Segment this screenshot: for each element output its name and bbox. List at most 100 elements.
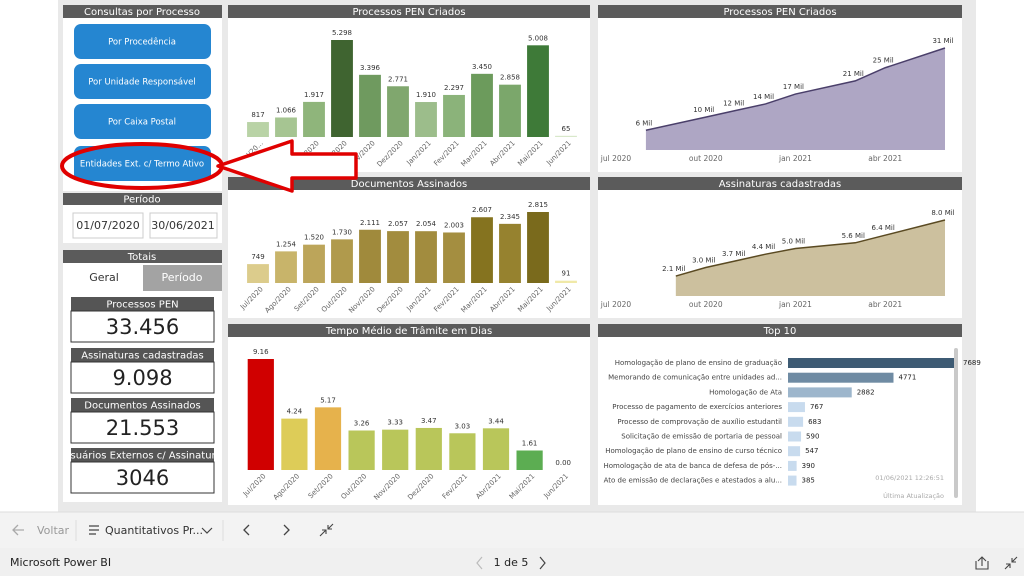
scrollbar[interactable] — [954, 348, 958, 498]
data-label: 3.44 — [488, 417, 504, 425]
category-label: Processo de pagamento de exercícios ante… — [612, 403, 782, 411]
app-name: Microsoft Power BI — [10, 556, 111, 569]
bar — [788, 460, 797, 471]
bar — [281, 418, 308, 470]
tab-label[interactable]: Geral — [89, 271, 119, 284]
panel-title: Período — [123, 194, 160, 206]
data-label: 1.61 — [522, 439, 538, 447]
data-label: 17 Mil — [783, 83, 804, 91]
bar — [788, 475, 797, 486]
bar — [449, 433, 476, 470]
timestamp-label: Última Atualização — [883, 491, 944, 500]
nav-button[interactable] — [74, 64, 211, 99]
page-menu[interactable]: Quantitativos Pr... — [105, 524, 203, 537]
panel-title: Consultas por Processo — [84, 7, 200, 18]
bar — [359, 74, 381, 137]
nav-button[interactable] — [74, 104, 211, 139]
panel-title-bar — [598, 324, 962, 337]
data-label: 767 — [810, 403, 823, 411]
bar — [359, 229, 381, 283]
x-tick-label: out 2020 — [689, 300, 723, 309]
data-label: 31 Mil — [932, 37, 953, 45]
prev-page[interactable] — [243, 524, 250, 536]
panel-title-bar — [598, 177, 962, 190]
data-label: 2.003 — [444, 221, 464, 229]
line — [675, 219, 946, 277]
data-label: 749 — [251, 253, 264, 261]
nav-button[interactable] — [74, 24, 211, 59]
next-page[interactable] — [539, 556, 546, 570]
x-tick-label: jan 2021 — [778, 154, 812, 163]
bar — [527, 212, 549, 283]
share-icon[interactable] — [975, 556, 989, 570]
bar — [247, 264, 269, 283]
panel-title-bar — [63, 5, 222, 18]
data-label: 9.16 — [253, 348, 269, 356]
panel-title-bar — [63, 193, 222, 205]
data-label: 5.0 Mil — [782, 238, 805, 246]
card-label: Processos PEN — [106, 300, 178, 311]
data-label: 2882 — [857, 388, 875, 396]
data-label: 683 — [808, 418, 821, 426]
date-input[interactable] — [149, 212, 218, 239]
data-label: 0.00 — [555, 459, 571, 467]
highlight-arrow — [216, 139, 358, 193]
back-button[interactable]: Voltar — [37, 524, 70, 537]
bar — [443, 232, 465, 283]
bar — [415, 231, 437, 283]
chart-title: Assinaturas cadastradas — [719, 179, 842, 190]
timestamp: 01/06/2021 12:26:51 — [875, 474, 944, 482]
data-label: 14 Mil — [753, 93, 774, 101]
nav-button-label[interactable]: Por Procedência — [108, 37, 176, 48]
pages-icon[interactable] — [89, 525, 99, 535]
back-icon[interactable] — [12, 524, 24, 536]
status-bar — [0, 548, 1024, 576]
bar — [303, 101, 325, 137]
data-label: 3.33 — [387, 419, 403, 427]
data-label: 385 — [802, 477, 815, 485]
card-label: Documentos Assinados — [84, 401, 201, 412]
card-value: 21.553 — [106, 416, 179, 440]
bar — [788, 358, 958, 368]
date-input[interactable] — [72, 212, 144, 239]
area-fill — [675, 220, 945, 296]
data-label: 6.4 Mil — [872, 224, 895, 232]
nav-button[interactable] — [74, 146, 211, 181]
nav-button-label[interactable]: Por Unidade Responsável — [88, 78, 196, 88]
data-label: 2.815 — [528, 201, 548, 209]
data-label: 65 — [562, 125, 571, 133]
nav-button-label[interactable]: Por Caixa Postal — [108, 118, 176, 128]
data-label: 4.4 Mil — [752, 243, 775, 251]
focus-icon[interactable] — [319, 523, 334, 537]
dropdown-icon[interactable] — [201, 527, 213, 534]
card-box — [70, 361, 215, 394]
bar — [788, 387, 852, 398]
bar — [387, 86, 409, 137]
data-label: 7689 — [963, 359, 981, 367]
category-label: Homologação de plano de ensino de curso … — [605, 447, 782, 455]
prev-page[interactable] — [476, 556, 483, 570]
data-label: 2.607 — [472, 206, 492, 214]
data-label: 3.396 — [360, 64, 381, 72]
data-label: 1.730 — [332, 228, 352, 236]
bar — [382, 429, 409, 470]
tab[interactable] — [143, 265, 222, 291]
category-label: Processo de comprovação de auxílio estud… — [617, 418, 782, 426]
bar — [247, 359, 274, 470]
bar — [482, 428, 510, 470]
nav-button-label[interactable]: Entidades Ext. c/ Termo Ativo — [80, 160, 204, 170]
tab-label[interactable]: Período — [161, 271, 202, 284]
bar — [516, 450, 543, 470]
card-value: 3046 — [116, 466, 169, 490]
date-end[interactable]: 30/06/2021 — [151, 219, 214, 232]
date-start[interactable]: 01/07/2020 — [76, 219, 139, 232]
fullscreen-icon[interactable] — [1004, 556, 1018, 570]
tab[interactable] — [65, 265, 143, 291]
bar — [788, 402, 805, 413]
next-page[interactable] — [283, 524, 290, 536]
bar — [331, 239, 353, 283]
bar — [788, 372, 894, 383]
card-label: Assinaturas cadastradas — [81, 351, 204, 362]
data-label: 2.771 — [388, 75, 408, 83]
data-label: 1.066 — [276, 106, 297, 114]
